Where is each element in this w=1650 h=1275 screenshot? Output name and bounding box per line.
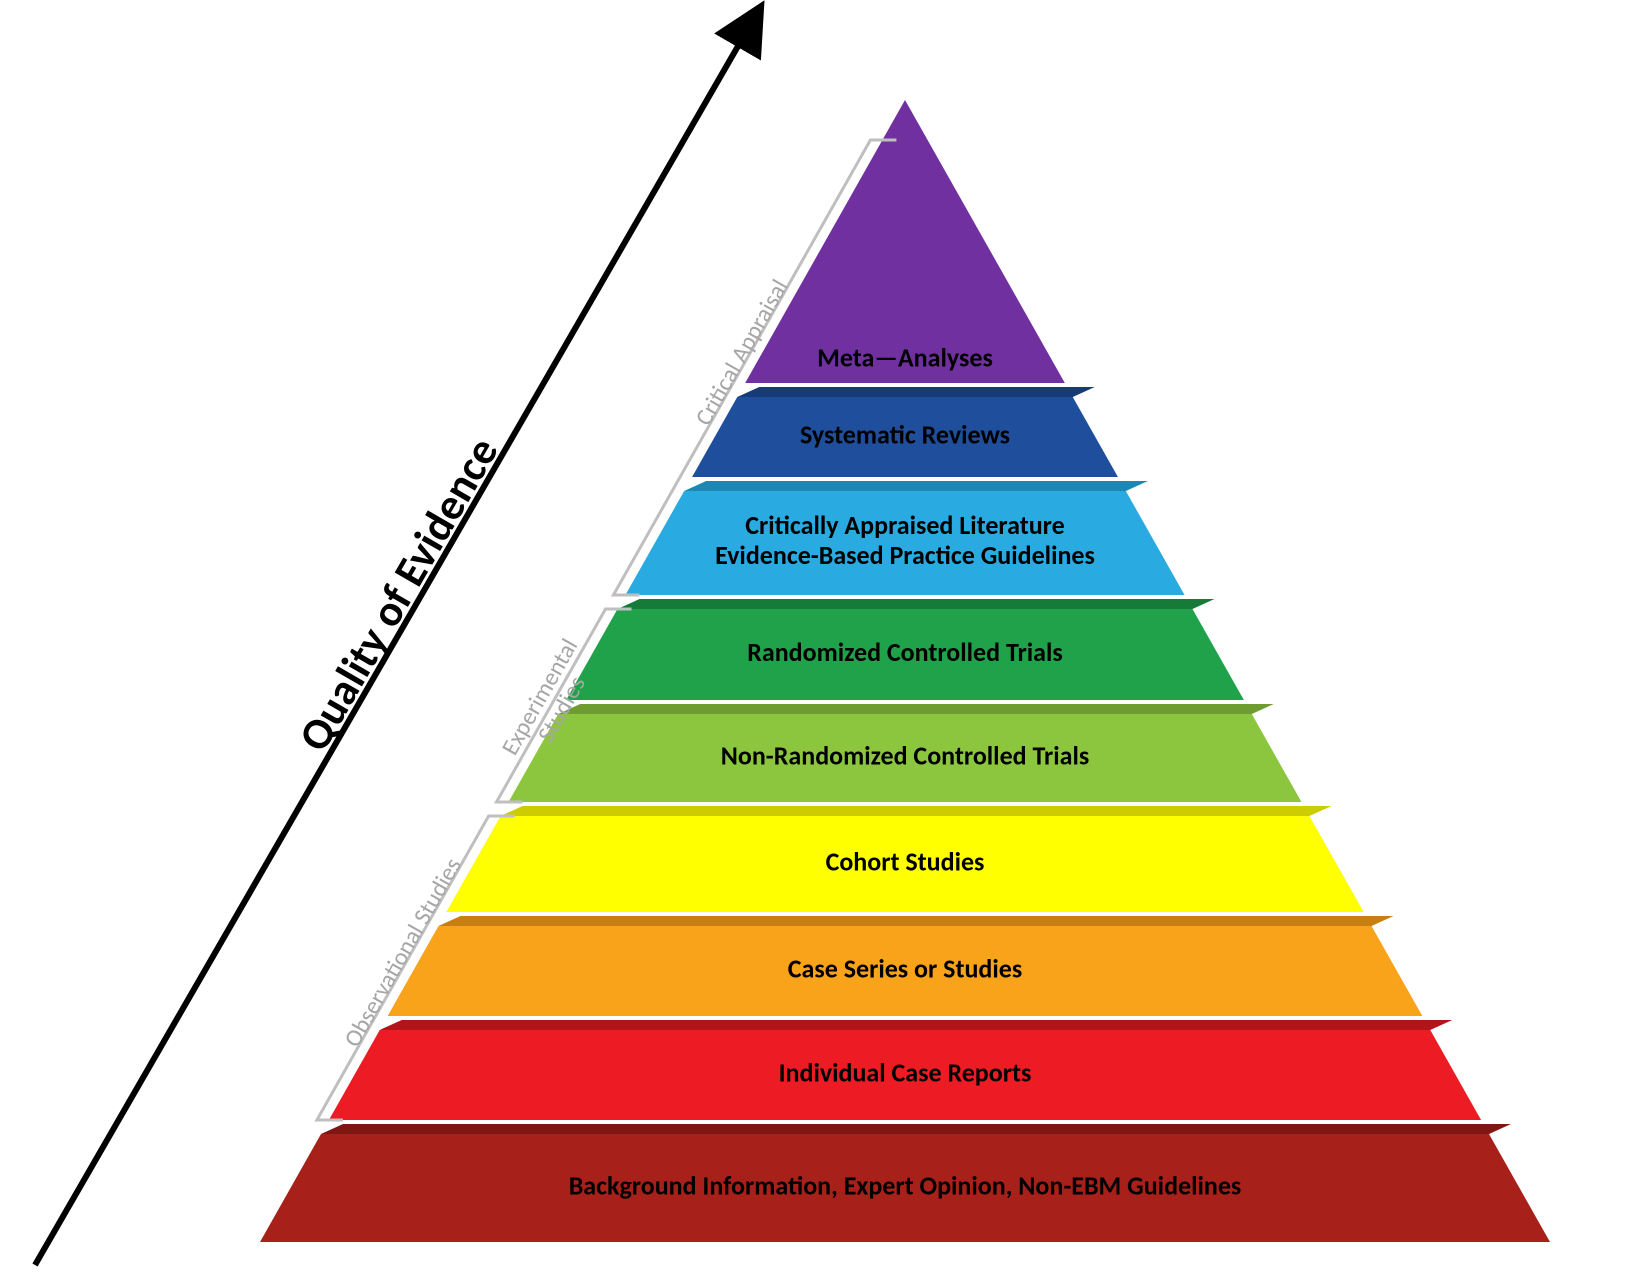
pyramid-level-label: Cohort Studies (826, 845, 985, 877)
pyramid-level-label: Background Information, Expert Opinion, … (569, 1169, 1242, 1201)
pyramid-svg: Meta—Analyses Systematic Reviews Criticall… (0, 0, 1650, 1275)
pyramid-level-label: Case Series or Studies (788, 952, 1022, 984)
pyramid-level-label: Randomized Controlled Trials (747, 636, 1062, 668)
pyramid-diagram: Meta—Analyses Systematic Reviews Criticall… (0, 0, 1650, 1275)
pyramid-level-label: Critically Appraised LiteratureEvidence-… (715, 509, 1095, 571)
pyramid-level-label: Non-Randomized Controlled Trials (721, 739, 1090, 771)
pyramid-level-label: Meta—Analyses (817, 342, 993, 374)
pyramid-level-label: Systematic Reviews (800, 418, 1010, 450)
pyramid-level-label: Individual Case Reports (779, 1056, 1032, 1088)
